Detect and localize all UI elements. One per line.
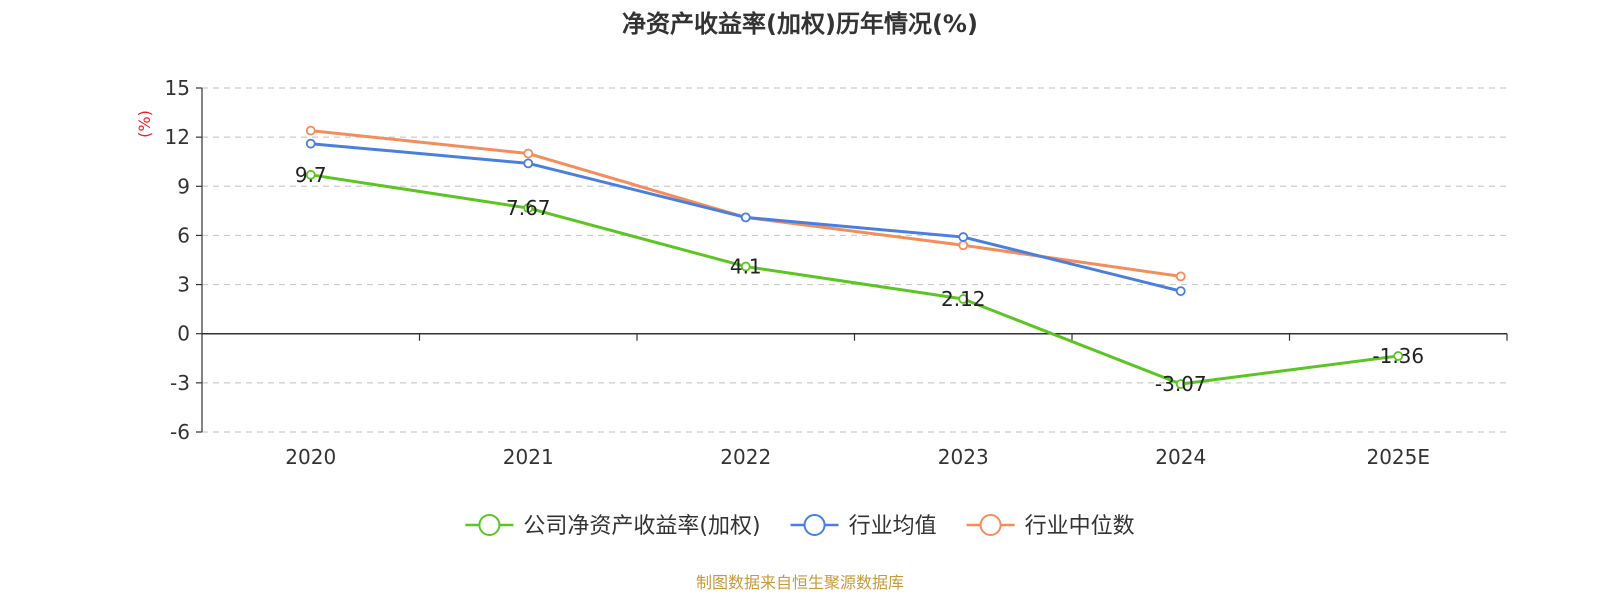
- data-point: [958, 240, 969, 251]
- legend-label: 行业均值: [849, 514, 937, 539]
- legend-swatch-marker: [979, 514, 1002, 536]
- y-tick-label: 12: [165, 125, 190, 149]
- legend-item-0[interactable]: 公司净资产收益率(加权): [465, 514, 761, 539]
- x-tick-label: 2023: [938, 445, 989, 469]
- data-point: [523, 148, 534, 159]
- data-point: [305, 169, 316, 180]
- legend-swatch-marker: [478, 514, 501, 536]
- y-tick-label: 3: [177, 273, 190, 297]
- data-point: [523, 158, 534, 169]
- data-point: [523, 203, 534, 213]
- y-tick-label: 6: [177, 223, 190, 247]
- data-label: 4.1: [730, 255, 762, 279]
- grid-lines: [202, 87, 1507, 433]
- y-tick-label: 0: [177, 322, 190, 346]
- chart-title: 净资产收益率(加权)历年情况(%): [622, 10, 978, 38]
- data-point: [305, 125, 316, 136]
- data-label: -3.07: [1155, 372, 1207, 396]
- y-tick-label: 9: [177, 174, 190, 198]
- data-point: [958, 232, 969, 242]
- legend-swatch-marker: [803, 514, 826, 536]
- data-point: [740, 261, 751, 272]
- data-label: 9.7: [295, 163, 327, 187]
- legend-label: 公司净资产收益率(加权): [523, 514, 760, 539]
- source-note: 制图数据来自恒生聚源数据库: [696, 573, 904, 592]
- x-tick-label: 2020: [285, 445, 336, 469]
- y-axis-unit-label: (%): [135, 110, 154, 138]
- data-point: [740, 212, 751, 223]
- series-1: [305, 138, 1186, 297]
- legend-label: 行业中位数: [1025, 514, 1135, 539]
- x-tick-label: 2025E: [1366, 445, 1430, 469]
- y-tick-label: -3: [170, 371, 190, 395]
- legend-item-1[interactable]: 行业均值: [790, 514, 937, 539]
- y-tick-label: 15: [165, 76, 190, 100]
- series-0: [305, 169, 1404, 389]
- data-label: -1.36: [1372, 344, 1424, 368]
- data-point: [958, 294, 969, 304]
- data-labels: 9.7 7.67 4.1 2.12 -3.07 -1.36: [295, 163, 1424, 396]
- series-layer: [305, 125, 1404, 389]
- series-line: [310, 173, 1399, 386]
- data-label: 2.12: [941, 287, 986, 311]
- data-point: [1175, 286, 1186, 297]
- x-tick-label: 2021: [503, 445, 554, 469]
- legend: 公司净资产收益率(加权) 行业均值 行业中位数: [465, 514, 1135, 539]
- data-point: [1393, 351, 1404, 361]
- legend-item-2[interactable]: 行业中位数: [966, 514, 1135, 539]
- data-point: [1175, 271, 1186, 282]
- data-label: 7.67: [506, 196, 551, 220]
- x-tick-label: 2024: [1155, 445, 1206, 469]
- y-tick-label: -6: [170, 420, 190, 444]
- x-tick-label: 2022: [720, 445, 771, 469]
- data-point: [1175, 379, 1186, 389]
- axes: 15 12 9 6 3 0 -3 -6 2020 2021 2022 2023 2024 2025E: [165, 76, 1508, 469]
- data-point: [305, 138, 316, 149]
